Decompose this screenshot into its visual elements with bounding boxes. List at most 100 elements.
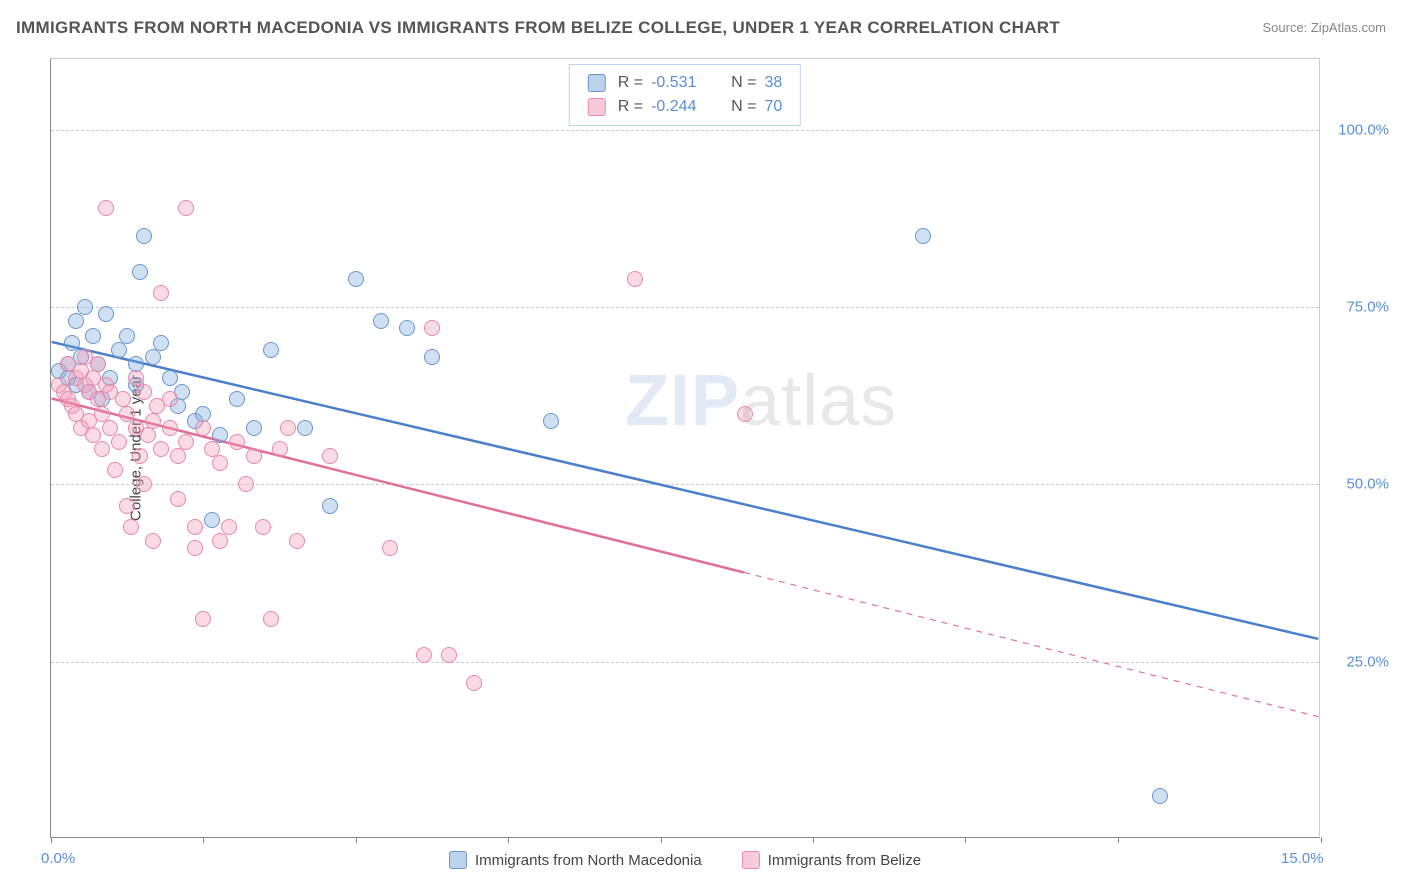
y-tick-label: 100.0%	[1329, 121, 1389, 138]
data-point	[289, 533, 305, 549]
data-point	[229, 391, 245, 407]
legend-row-series-1: R = -0.531 N = 38	[588, 71, 782, 95]
x-tick-mark	[965, 837, 966, 843]
x-tick-mark	[1321, 837, 1322, 843]
data-point	[187, 519, 203, 535]
data-point	[111, 342, 127, 358]
data-point	[162, 391, 178, 407]
x-tick-label: 0.0%	[41, 850, 75, 867]
data-point	[195, 420, 211, 436]
data-point	[119, 498, 135, 514]
data-point	[229, 434, 245, 450]
data-point	[178, 434, 194, 450]
data-point	[162, 420, 178, 436]
data-point	[466, 675, 482, 691]
data-point	[85, 328, 101, 344]
data-point	[246, 420, 262, 436]
data-point	[145, 349, 161, 365]
data-point	[98, 306, 114, 322]
y-tick-label: 25.0%	[1329, 653, 1389, 670]
data-point	[246, 448, 262, 464]
x-tick-mark	[356, 837, 357, 843]
data-point	[162, 370, 178, 386]
x-tick-mark	[203, 837, 204, 843]
data-point	[263, 611, 279, 627]
data-point	[737, 406, 753, 422]
data-point	[107, 462, 123, 478]
plot-area: College, Under 1 year 25.0%50.0%75.0%100…	[50, 58, 1320, 838]
data-point	[153, 285, 169, 301]
x-tick-mark	[813, 837, 814, 843]
source-attribution: Source: ZipAtlas.com	[1262, 20, 1386, 35]
series-legend: Immigrants from North Macedonia Immigran…	[449, 851, 921, 869]
data-point	[424, 320, 440, 336]
data-point	[212, 455, 228, 471]
data-point	[204, 512, 220, 528]
data-point	[140, 427, 156, 443]
n-value-1: 38	[764, 74, 782, 92]
x-tick-mark	[51, 837, 52, 843]
data-point	[382, 540, 398, 556]
gridline	[51, 307, 1319, 308]
swatch-blue-icon	[588, 74, 606, 92]
r-value-2: -0.244	[651, 98, 711, 116]
x-tick-mark	[508, 837, 509, 843]
data-point	[221, 519, 237, 535]
data-point	[94, 441, 110, 457]
data-point	[132, 448, 148, 464]
n-label: N =	[731, 74, 756, 92]
data-point	[297, 420, 313, 436]
legend-item-1: Immigrants from North Macedonia	[449, 851, 702, 869]
data-point	[348, 271, 364, 287]
data-point	[424, 349, 440, 365]
y-tick-label: 75.0%	[1329, 299, 1389, 316]
data-point	[136, 228, 152, 244]
data-point	[915, 228, 931, 244]
data-point	[170, 491, 186, 507]
r-value-1: -0.531	[651, 74, 711, 92]
data-point	[322, 448, 338, 464]
data-point	[195, 611, 211, 627]
swatch-blue-icon	[449, 851, 467, 869]
r-label: R =	[618, 74, 643, 92]
legend-row-series-2: R = -0.244 N = 70	[588, 95, 782, 119]
gridline	[51, 662, 1319, 663]
data-point	[145, 533, 161, 549]
data-point	[136, 476, 152, 492]
legend-item-2: Immigrants from Belize	[742, 851, 921, 869]
gridline	[51, 130, 1319, 131]
swatch-pink-icon	[588, 98, 606, 116]
data-point	[272, 441, 288, 457]
data-point	[178, 200, 194, 216]
data-point	[145, 413, 161, 429]
data-point	[68, 313, 84, 329]
y-tick-label: 50.0%	[1329, 476, 1389, 493]
data-point	[119, 328, 135, 344]
data-point	[98, 200, 114, 216]
data-point	[170, 448, 186, 464]
data-point	[77, 299, 93, 315]
data-point	[543, 413, 559, 429]
data-point	[416, 647, 432, 663]
correlation-legend: R = -0.531 N = 38 R = -0.244 N = 70	[569, 64, 801, 126]
data-point	[212, 427, 228, 443]
data-point	[153, 335, 169, 351]
data-point	[111, 434, 127, 450]
data-point	[132, 264, 148, 280]
data-point	[441, 647, 457, 663]
x-tick-mark	[661, 837, 662, 843]
data-point	[263, 342, 279, 358]
data-point	[90, 356, 106, 372]
n-label: N =	[731, 98, 756, 116]
data-point	[123, 519, 139, 535]
data-point	[627, 271, 643, 287]
data-point	[322, 498, 338, 514]
chart-title: IMMIGRANTS FROM NORTH MACEDONIA VS IMMIG…	[16, 18, 1060, 38]
data-point	[187, 540, 203, 556]
n-value-2: 70	[764, 98, 782, 116]
r-label: R =	[618, 98, 643, 116]
data-point	[238, 476, 254, 492]
watermark: ZIPatlas	[625, 360, 897, 442]
data-point	[255, 519, 271, 535]
data-point	[1152, 788, 1168, 804]
